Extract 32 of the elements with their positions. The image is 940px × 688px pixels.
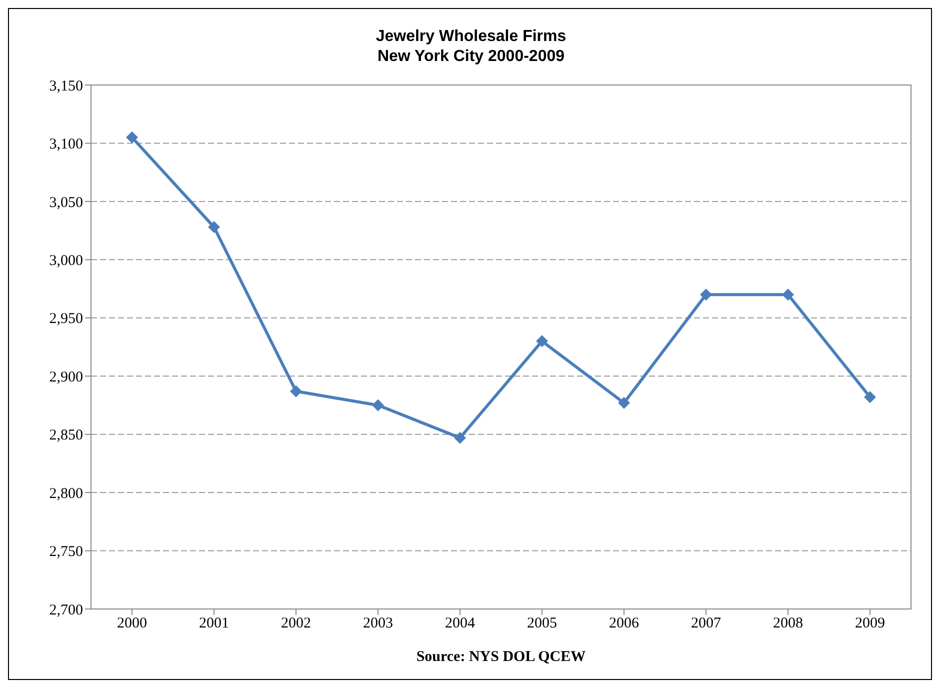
y-tick-label: 2,900: [49, 369, 83, 386]
x-tick-label: 2007: [691, 616, 722, 632]
x-tick-label: 2000: [117, 616, 147, 632]
y-tick-label: 2,800: [49, 486, 83, 502]
point: [290, 385, 302, 398]
y-tick-label: 2,700: [49, 602, 83, 618]
y-tick-label: 3,050: [49, 194, 83, 211]
y-tick-label: 2,750: [49, 544, 83, 560]
y-tick-label: 3,100: [49, 136, 83, 153]
point: [454, 432, 466, 444]
x-tick-label: 2004: [445, 616, 476, 632]
x-tick-label: 2006: [609, 616, 640, 632]
x-tick-label: 2003: [363, 616, 393, 632]
x-tick-label: 2008: [773, 616, 803, 632]
x-tick-label: 2002: [281, 616, 311, 632]
x-tick-label: 2009: [855, 616, 885, 632]
point: [700, 288, 712, 301]
source-note: Source: NYS DOL QCEW: [415, 649, 587, 666]
point: [782, 288, 794, 301]
point: [536, 335, 548, 348]
point: [372, 399, 384, 412]
chart-title: Jewelry Wholesale Firms New York City 2000-2009: [374, 27, 568, 67]
y-tick-label: 2,850: [49, 428, 83, 444]
y-tick-label: 3,000: [49, 252, 83, 269]
point: [126, 131, 138, 144]
point: [208, 221, 220, 234]
y-tick-label: 2,950: [49, 311, 83, 328]
y-tick-label: 3,150: [49, 78, 83, 94]
point: [864, 391, 876, 404]
x-tick-label: 2001: [199, 616, 229, 632]
x-tick-label: 2005: [527, 616, 557, 632]
point: [618, 396, 630, 409]
